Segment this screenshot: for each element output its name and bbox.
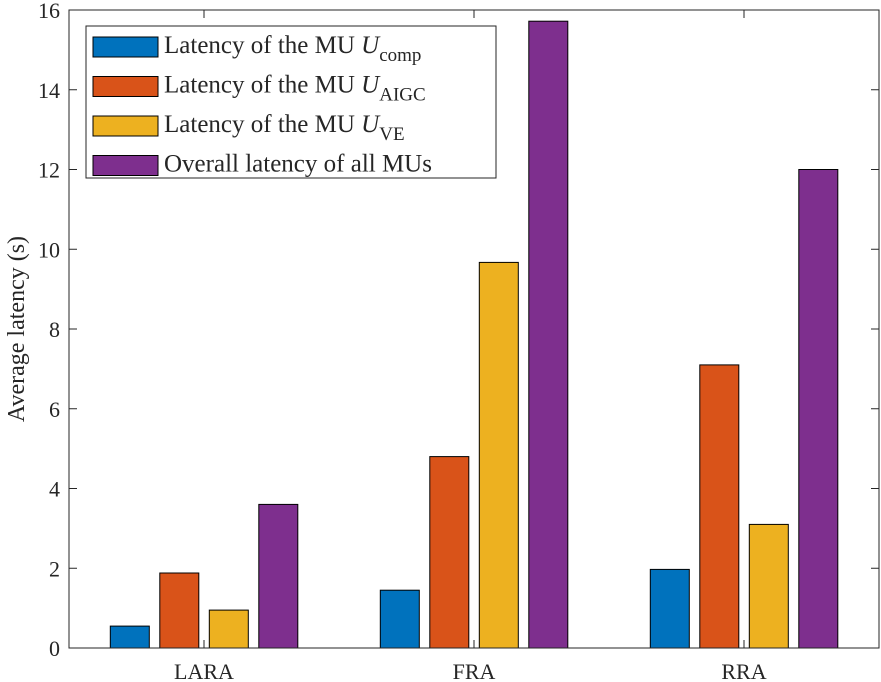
y-tick-label: 2 [49, 556, 60, 581]
bar-fra-ve [478, 261, 519, 649]
y-axis-title: Average latency (s) [4, 236, 30, 422]
bar-fra-comp [379, 589, 420, 649]
bar-lara-comp [109, 625, 150, 649]
bar-lara-aigc [159, 572, 200, 649]
y-tick-label: 16 [38, 0, 60, 23]
x-tick-label-lara: LARA [174, 659, 234, 682]
bar-fra-aigc [429, 456, 470, 649]
legend-swatch-overall-latency-of-all-mus [92, 155, 159, 176]
y-tick-label: 0 [49, 636, 60, 661]
legend-swatch-aigc [92, 76, 159, 97]
legend-label-overall-latency-of-all-mus: Overall latency of all MUs [164, 151, 432, 178]
bar-rra-comp [649, 568, 690, 649]
axes-layer: 0 2 4 6 8 10 12 14 16 LARA FRA RRA Average latency (… [4, 0, 880, 682]
bar-fra-overall-latency-of-all-mus [528, 20, 569, 649]
bar-rra-aigc [699, 364, 740, 649]
x-tick-label-fra: FRA [453, 659, 496, 682]
bar-lara-overall-latency-of-all-mus [258, 503, 299, 649]
legend-label-ve: Latency of the MU UVE [164, 111, 405, 145]
bar-lara-ve [208, 609, 249, 649]
y-tick-label: 12 [38, 158, 60, 183]
y-tick-label: 4 [49, 477, 60, 502]
bar-rra-ve [748, 523, 789, 649]
legend-label-aigc: Latency of the MU UAIGC [164, 72, 426, 106]
y-tick-label: 6 [49, 397, 60, 422]
bars-layer [109, 20, 839, 649]
x-tick-label-rra: RRA [721, 659, 766, 682]
legend-swatch-comp [92, 36, 159, 58]
bar-rra-overall-latency-of-all-mus [798, 169, 839, 649]
y-tick-label: 14 [38, 78, 60, 103]
legend-swatch-ve [92, 115, 159, 137]
y-tick-label: 10 [38, 237, 60, 262]
legend-label-comp: Latency of the MU Ucomp [164, 32, 421, 66]
y-tick-label: 8 [49, 317, 60, 342]
legend: Latency of the MU Ucomp Latency of the MU… [85, 25, 497, 179]
